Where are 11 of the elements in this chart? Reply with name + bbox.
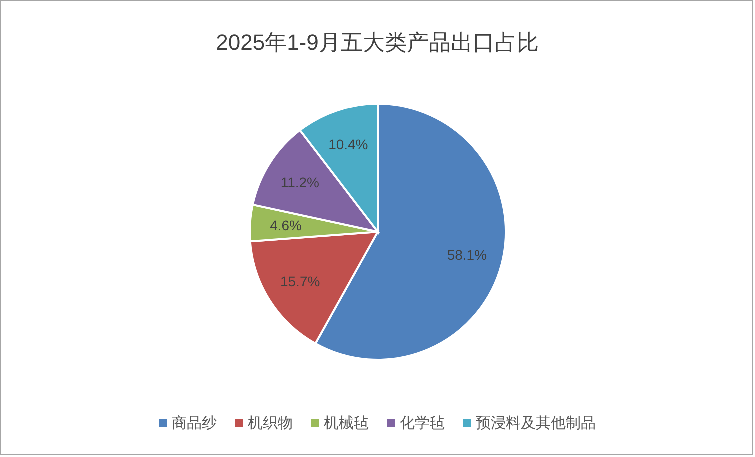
data-label: 58.1% [447,247,488,264]
data-label: 11.2% [280,174,320,191]
data-label: 10.4% [328,136,368,153]
legend-label: 机织物 [248,415,293,432]
data-label: 15.7% [280,274,320,290]
data-label: 4.6% [270,218,302,234]
legend-label: 商品纱 [172,415,217,432]
legend-label: 化学毡 [400,415,445,432]
legend-label: 预浸料及其他制品 [476,415,596,432]
legend-label: 机械毡 [324,415,369,432]
chart-title: 2025年1-9月五大类产品出口占比 [216,30,539,55]
